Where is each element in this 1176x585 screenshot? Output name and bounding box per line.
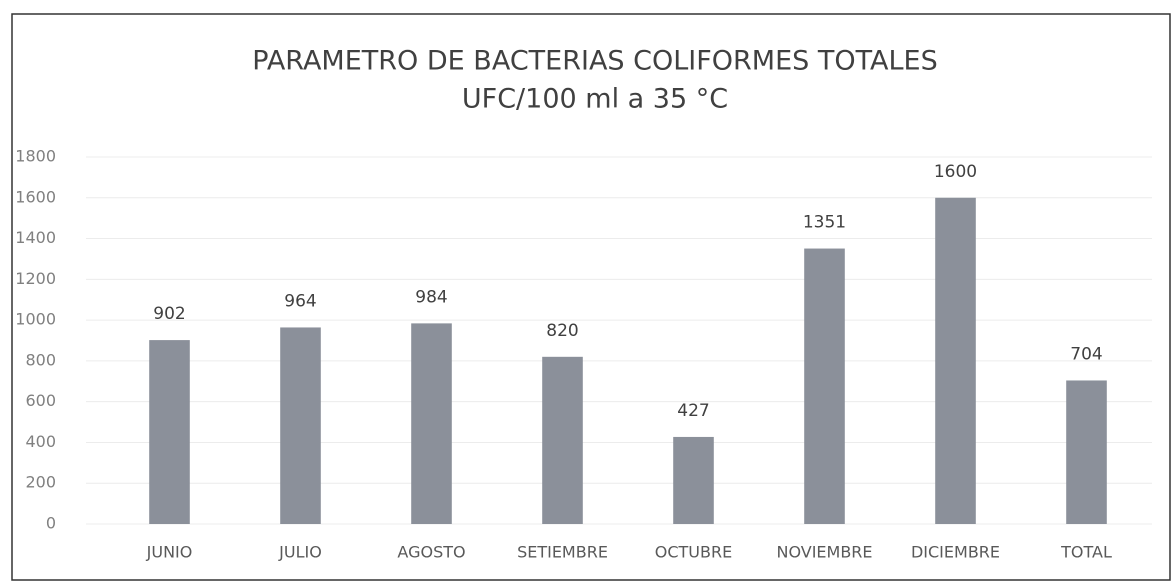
bar	[935, 197, 976, 524]
value-label: 1351	[803, 213, 846, 233]
y-tick-label: 0	[46, 514, 56, 533]
y-tick-label: 1200	[15, 269, 56, 288]
value-label: 427	[677, 401, 709, 421]
bar	[542, 356, 583, 524]
value-label: 964	[284, 291, 316, 311]
y-tick-label: 1000	[15, 310, 56, 329]
chart-border	[11, 13, 1171, 581]
bar	[1066, 380, 1107, 524]
x-tick-label: NOVIEMBRE	[776, 543, 872, 562]
value-label: 984	[415, 287, 447, 307]
value-label: 704	[1070, 344, 1102, 364]
x-tick-label: SETIEMBRE	[517, 543, 608, 562]
y-tick-label: 600	[25, 391, 56, 410]
chart-title: PARAMETRO DE BACTERIAS COLIFORMES TOTALE…	[252, 46, 937, 77]
x-tick-label: DICIEMBRE	[911, 543, 1000, 562]
y-tick-label: 1800	[15, 147, 56, 166]
bar	[804, 248, 845, 524]
x-tick-label: JUNIO	[146, 543, 193, 562]
chart-subtitle: UFC/100 ml a 35 °C	[462, 84, 728, 115]
bar	[673, 436, 714, 524]
value-label: 1600	[934, 162, 977, 182]
x-tick-label: AGOSTO	[397, 543, 465, 562]
x-tick-label: JULIO	[278, 543, 322, 562]
y-tick-label: 400	[25, 432, 56, 451]
y-tick-label: 1400	[15, 228, 56, 247]
value-label: 902	[153, 304, 185, 324]
bar	[280, 327, 321, 524]
x-tick-label: OCTUBRE	[655, 543, 732, 562]
bar	[149, 340, 190, 524]
y-tick-label: 1600	[15, 187, 56, 206]
y-tick-label: 800	[25, 350, 56, 369]
bar	[411, 323, 452, 524]
x-tick-label: TOTAL	[1060, 543, 1112, 562]
y-tick-label: 200	[25, 473, 56, 492]
value-label: 820	[546, 321, 578, 341]
